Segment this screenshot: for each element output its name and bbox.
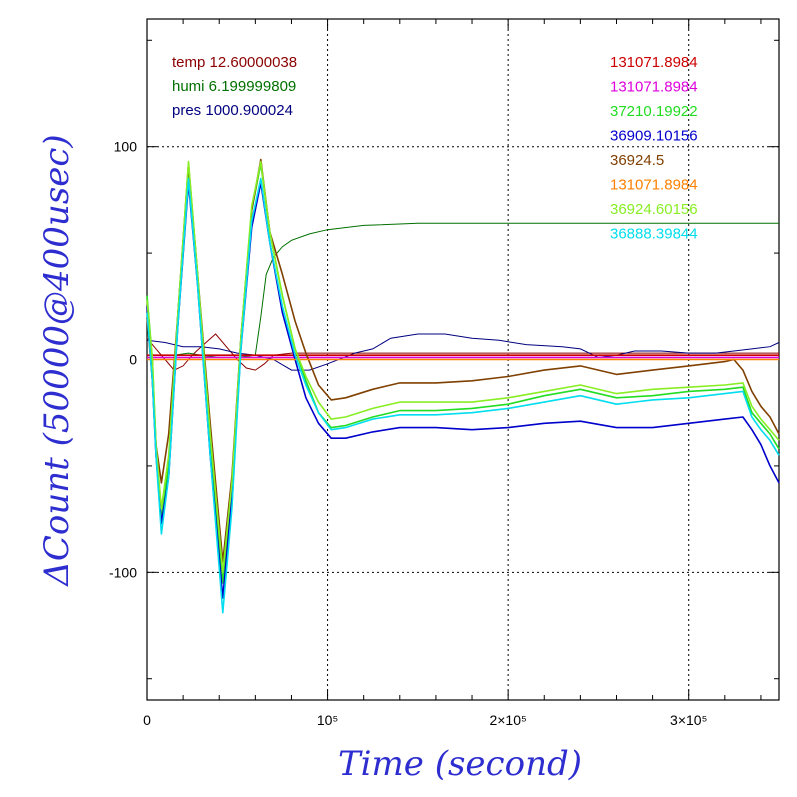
- env-legend-entry: pres 1000.900024: [172, 102, 293, 119]
- series-legend: 131071.8984 131071.8984 37210.19922 36909.1…: [610, 54, 698, 243]
- series-line: [146, 160, 780, 574]
- x-tick-label: 3×10⁵: [670, 712, 707, 728]
- series-legend-entry: 37210.19922: [610, 103, 698, 120]
- y-axis-title: ΔCount (50000@400usec): [37, 134, 77, 587]
- series-legend-entry: 36909.10156: [610, 128, 698, 145]
- env-line-pres: [146, 333, 780, 371]
- y-tick-label: -100: [109, 564, 137, 580]
- x-tick-label: 2×10⁵: [489, 712, 526, 728]
- series-legend-entry: 36924.5: [610, 152, 664, 169]
- tick-labels: 0 10⁵ 2×10⁵ 3×10⁵ 100 0 -100: [109, 139, 707, 728]
- env-legend-entry: temp 12.60000038: [172, 54, 297, 71]
- env-legend-entry: humi 6.199999809: [172, 78, 296, 95]
- x-tick-label: 0: [143, 712, 151, 728]
- series-legend-entry: 36924.60156: [610, 201, 698, 218]
- series-legend-entry: 36888.39844: [610, 226, 698, 243]
- data-lines: [146, 158, 780, 614]
- environment-legend: temp 12.60000038 humi 6.199999809 pres 100…: [172, 54, 297, 119]
- y-tick-label: 100: [114, 139, 138, 155]
- environment-lines: [146, 222, 780, 371]
- x-axis-title: Time (second): [338, 744, 582, 784]
- axis-ticks: [146, 19, 779, 700]
- series-legend-entry: 131071.8984: [610, 177, 698, 194]
- y-tick-label: 0: [129, 352, 137, 368]
- series-line: [146, 158, 780, 563]
- series-legend-entry: 131071.8984: [610, 54, 698, 71]
- series-legend-entry: 131071.8984: [610, 79, 698, 96]
- series-line: [146, 182, 780, 599]
- series-line: [146, 177, 780, 614]
- x-tick-label: 10⁵: [317, 712, 338, 728]
